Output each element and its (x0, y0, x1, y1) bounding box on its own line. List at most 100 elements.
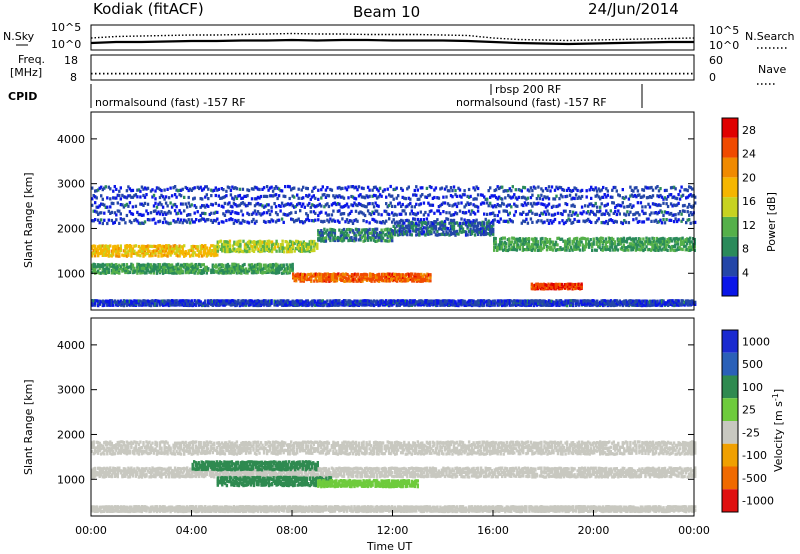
power-cell-3 (410, 233, 413, 237)
power-cell-5 (280, 271, 284, 275)
power-cell-4 (654, 245, 657, 250)
power-cell-4 (676, 246, 680, 250)
power-cell-5 (121, 267, 124, 271)
power-cell-4 (634, 237, 638, 241)
power-cell-3 (412, 227, 415, 231)
power-cell-8 (584, 301, 587, 305)
power-cell-4 (563, 239, 567, 243)
power-cell-6 (307, 272, 310, 277)
power-cell-5 (142, 266, 145, 271)
power-cell-9 (326, 202, 329, 206)
power-cell-8 (487, 303, 490, 307)
power-cell-9 (324, 188, 328, 192)
power-cell-9 (469, 220, 472, 224)
power-cell-0 (103, 247, 106, 251)
power-cell-9 (351, 221, 355, 225)
power-cell-6 (400, 273, 403, 277)
power-cell-3 (443, 227, 447, 231)
power-cell-8 (476, 301, 480, 305)
power-cell-9 (302, 202, 305, 206)
power-cell-7 (539, 284, 543, 289)
power-cell-6 (328, 273, 331, 277)
power-cell-8 (641, 301, 644, 305)
power-cell-9 (163, 188, 166, 192)
power-cell-8 (514, 301, 517, 305)
power-cell-9 (273, 202, 276, 206)
power-cell-0 (100, 249, 103, 253)
power-cell-1 (289, 250, 292, 254)
power-cell-9 (472, 186, 475, 190)
power-cell-1 (224, 244, 227, 248)
power-cell-0 (118, 252, 121, 256)
power-cell-5 (265, 269, 269, 273)
power-cell-9 (136, 219, 139, 223)
power-cell-7 (578, 286, 582, 290)
power-cell-5 (273, 263, 276, 267)
power-cell-1 (221, 246, 224, 250)
power-cell-9 (131, 212, 135, 216)
power-cell-4 (539, 248, 543, 252)
power-cell-5 (273, 269, 276, 273)
power-cell-5 (184, 263, 187, 267)
power-cell-2 (330, 228, 334, 232)
power-cell-6 (346, 279, 349, 283)
power-cell-4 (545, 238, 549, 242)
power-cell-9 (256, 187, 260, 191)
power-cell-9 (357, 211, 361, 215)
power-cell-4 (502, 242, 505, 246)
power-cell-6 (367, 277, 370, 281)
power-cell-5 (291, 265, 294, 269)
power-cell-3 (395, 224, 398, 228)
power-cell-8 (556, 302, 560, 306)
power-cell-9 (98, 211, 101, 215)
power-cell-8 (570, 303, 573, 307)
power-cell-0 (124, 247, 127, 251)
power-cell-6 (349, 279, 352, 283)
power-cell-0 (161, 244, 165, 248)
power-cell-9 (290, 202, 293, 206)
power-cell-9 (416, 197, 419, 201)
power-cell-0 (91, 254, 94, 258)
power-cell-8 (442, 301, 445, 305)
power-cell-9 (238, 221, 242, 225)
power-cell-5 (112, 266, 115, 270)
power-cell-9 (190, 188, 193, 192)
power-cell-9 (375, 209, 379, 213)
power-cell-5 (145, 271, 148, 275)
power-cell-4 (675, 236, 678, 241)
power-cell-4 (571, 242, 574, 246)
power-cell-9 (193, 211, 196, 215)
power-cell-8 (517, 302, 520, 307)
power-cell-9 (353, 201, 356, 205)
power-cell-8 (208, 301, 211, 305)
power-cell-3 (400, 229, 403, 234)
power-cell-5 (216, 265, 219, 269)
power-cell-8 (580, 301, 584, 305)
power-cell-9 (213, 218, 216, 223)
power-cell-4 (521, 237, 524, 241)
power-cell-6 (332, 277, 336, 281)
power-cell-0 (201, 254, 204, 258)
power-cell-6 (343, 273, 346, 277)
power-cell-4 (597, 245, 600, 249)
power-cell-4 (627, 248, 630, 252)
power-cell-1 (305, 244, 308, 248)
power-cell-4 (669, 248, 672, 252)
left-tick-freq-top: 18 (64, 54, 78, 67)
power-cell-4 (624, 248, 627, 252)
power-cell-1 (239, 243, 242, 247)
power-cell-8 (303, 300, 306, 304)
power-cell-4 (598, 237, 601, 241)
power-cell-6 (353, 277, 357, 281)
power-cell-2 (365, 228, 368, 232)
power-cell-9 (378, 193, 382, 197)
power-cell-8 (470, 299, 474, 303)
power-cell-6 (385, 274, 388, 278)
power-cell-0 (193, 251, 196, 255)
power-cell-3 (487, 221, 490, 225)
power-cell-8 (430, 299, 433, 303)
power-cell-4 (518, 247, 521, 251)
power-cell-5 (234, 265, 237, 269)
power-cell-8 (133, 303, 136, 307)
power-cell-3 (442, 224, 445, 228)
